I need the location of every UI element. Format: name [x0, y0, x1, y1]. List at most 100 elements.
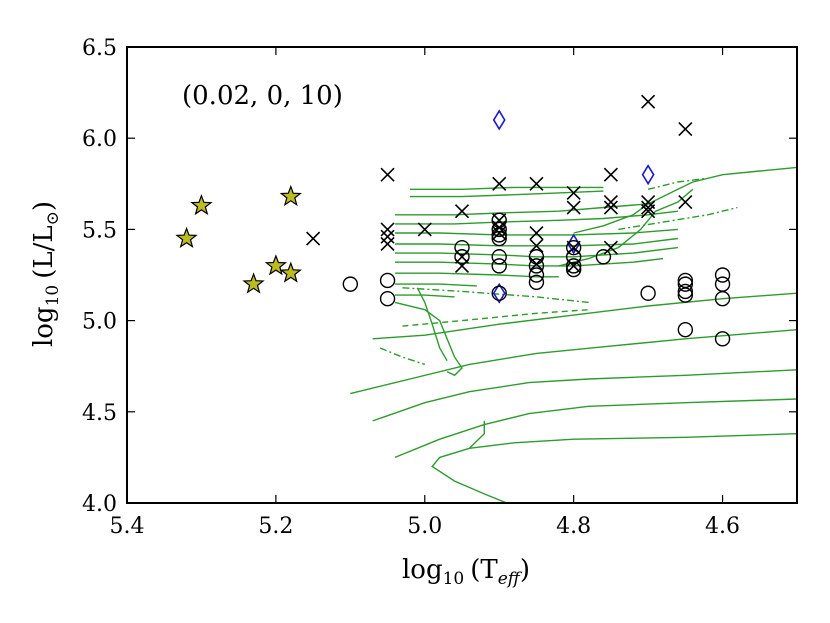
circles-point-18 — [565, 258, 582, 274]
track-line-23 — [379, 347, 426, 366]
plot-frame — [126, 46, 798, 504]
stars-point-0 — [175, 226, 198, 249]
y-axis-label: log10(L/L⊙) — [29, 201, 63, 347]
crosses-point-28 — [641, 204, 656, 219]
circles-point-2 — [379, 291, 396, 307]
crosses-point-0 — [306, 231, 321, 246]
x-axis-label: log10 (Teff) — [402, 555, 530, 589]
track-line-21 — [402, 287, 589, 304]
circles-point-16 — [565, 239, 582, 256]
circles-point-11 — [491, 285, 507, 301]
crosses-point-14 — [529, 225, 544, 241]
circles-point-24 — [677, 283, 694, 300]
circles-point-22 — [677, 272, 694, 289]
circles-point-12 — [528, 249, 545, 265]
circles-point-27 — [714, 267, 731, 283]
annotation-label: (0.02, 0, 10) — [182, 81, 343, 111]
track-line-5 — [395, 283, 477, 287]
crosses-point-17 — [566, 185, 581, 200]
x-tick-label-2: 5.0 — [407, 514, 442, 539]
y-tick-label-3: 5.5 — [82, 218, 117, 243]
track-line-14 — [416, 287, 448, 362]
x-tick-label-1: 5.2 — [258, 514, 293, 539]
crosses-point-30 — [678, 194, 693, 210]
circles-point-26 — [677, 322, 694, 338]
circles-point-25 — [677, 287, 694, 303]
crosses-point-27 — [641, 200, 656, 215]
crosses-point-3 — [380, 229, 395, 244]
track-line-19 — [431, 433, 797, 503]
crosses-point-5 — [417, 222, 432, 237]
crosses-point-4 — [380, 236, 395, 252]
track-line-12 — [558, 188, 694, 267]
track-line-20 — [468, 420, 485, 449]
circles-point-0 — [342, 276, 359, 292]
y-tick-label-2: 5.0 — [82, 310, 117, 335]
circles-point-6 — [491, 221, 507, 238]
circles-point-28 — [714, 276, 731, 292]
circles-point-4 — [454, 249, 470, 265]
stars-point-1 — [190, 193, 213, 216]
track-line-7 — [409, 186, 604, 190]
y-tick-label-4: 6.0 — [82, 127, 117, 152]
track-line-24 — [618, 206, 738, 231]
crosses-point-9 — [492, 176, 507, 191]
crosses-point-24 — [603, 240, 618, 255]
crosses-point-22 — [603, 194, 618, 210]
markers-layer — [175, 94, 731, 347]
circles-point-20 — [595, 249, 612, 265]
x-tick-label-3: 4.8 — [556, 514, 591, 539]
crosses-point-23 — [603, 200, 618, 215]
y-tick-label-5: 6.5 — [82, 36, 117, 61]
tracks-layer — [350, 166, 797, 503]
circles-point-19 — [565, 261, 582, 278]
track-line-2 — [395, 246, 678, 258]
circles-point-21 — [640, 285, 656, 301]
circles-point-8 — [491, 230, 507, 247]
stars-point-4 — [279, 261, 302, 283]
stars-point-5 — [279, 184, 302, 207]
circles-point-23 — [677, 276, 694, 292]
crosses-point-18 — [566, 200, 581, 215]
crosses-point-1 — [380, 167, 395, 182]
crosses-point-15 — [529, 238, 544, 253]
circles-point-3 — [454, 239, 470, 256]
stars-point-3 — [264, 254, 288, 276]
track-line-15 — [372, 292, 797, 340]
crosses-point-21 — [603, 167, 618, 182]
diamonds-point-3 — [492, 282, 506, 304]
y-tick-label-0: 4.0 — [82, 492, 117, 517]
x-tick-label-0: 5.4 — [110, 514, 145, 539]
circles-point-1 — [379, 272, 396, 289]
circles-point-14 — [528, 267, 545, 283]
track-line-10 — [395, 210, 678, 225]
crosses-point-2 — [380, 222, 395, 237]
track-line-18 — [394, 398, 797, 459]
crosses-point-29 — [678, 122, 693, 137]
stars-point-2 — [242, 272, 265, 294]
ticks-layer: 5.4 5.2 5.0 4.8 4.6 4.0 4.5 5.0 5.5 6.0 6.5 — [82, 36, 797, 539]
circles-point-7 — [491, 227, 507, 243]
circles-point-17 — [565, 249, 582, 265]
x-tick-label-4: 4.6 — [705, 514, 740, 539]
crosses-point-25 — [641, 94, 656, 109]
diamonds-point-0 — [492, 109, 506, 131]
y-tick-label-1: 4.5 — [82, 401, 117, 426]
track-line-6 — [395, 294, 455, 298]
track-line-3 — [395, 257, 664, 267]
track-line-16 — [350, 329, 797, 395]
track-line-25 — [647, 177, 708, 190]
diamonds-point-1 — [641, 164, 655, 186]
circles-point-10 — [491, 258, 507, 274]
circles-point-29 — [714, 291, 731, 307]
crosses-point-6 — [454, 204, 470, 219]
track-line-22 — [402, 309, 589, 327]
crosses-point-13 — [529, 176, 544, 191]
circles-point-15 — [528, 274, 545, 290]
circles-point-30 — [714, 331, 731, 347]
circles-point-13 — [528, 258, 545, 274]
track-line-17 — [372, 369, 797, 422]
track-line-0 — [395, 228, 678, 236]
circles-point-9 — [491, 249, 507, 265]
